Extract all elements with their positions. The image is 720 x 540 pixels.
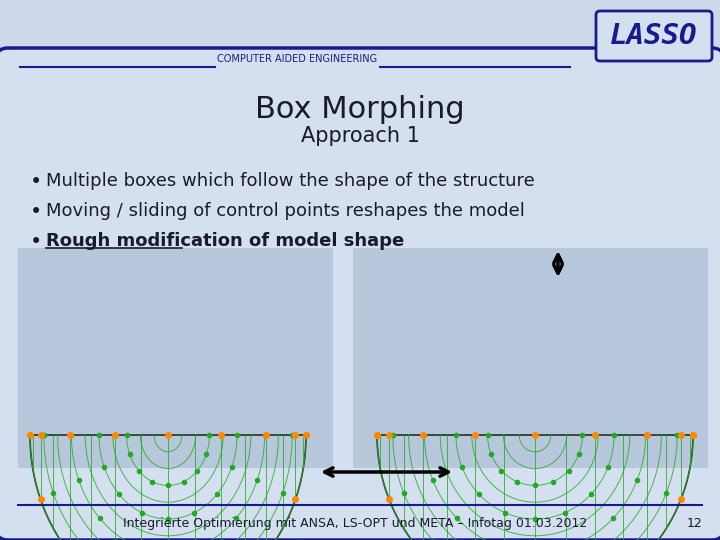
- Text: Multiple boxes which follow the shape of the structure: Multiple boxes which follow the shape of…: [46, 172, 535, 190]
- Text: Integrierte Optimierung mit ANSA, LS-OPT und META – Infotag 01.03.2012: Integrierte Optimierung mit ANSA, LS-OPT…: [123, 517, 587, 530]
- Text: •: •: [30, 232, 42, 252]
- FancyBboxPatch shape: [0, 48, 720, 540]
- Text: •: •: [30, 172, 42, 192]
- Text: •: •: [30, 202, 42, 222]
- Text: Moving / sliding of control points reshapes the model: Moving / sliding of control points resha…: [46, 202, 525, 220]
- Text: Rough modification of model shape: Rough modification of model shape: [46, 232, 404, 250]
- FancyBboxPatch shape: [18, 248, 333, 468]
- Text: Approach 1: Approach 1: [300, 126, 420, 146]
- Text: COMPUTER AIDED ENGINEERING: COMPUTER AIDED ENGINEERING: [217, 54, 377, 64]
- FancyBboxPatch shape: [596, 11, 712, 61]
- FancyBboxPatch shape: [353, 248, 708, 468]
- Text: 12: 12: [686, 517, 702, 530]
- Text: LASSO: LASSO: [611, 22, 698, 50]
- Text: Box Morphing: Box Morphing: [255, 95, 465, 124]
